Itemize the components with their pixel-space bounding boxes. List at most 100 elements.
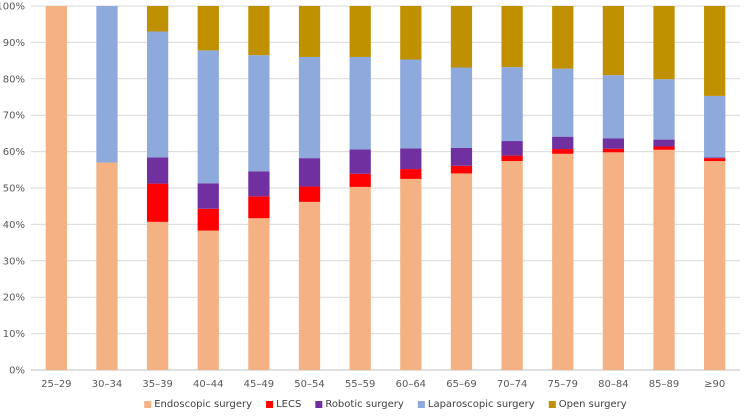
bar-segment — [349, 149, 371, 174]
bar-segment — [248, 171, 270, 197]
bar-segment — [450, 6, 473, 68]
legend-swatch — [144, 401, 152, 408]
bar-segment — [248, 6, 270, 56]
legend-swatch — [417, 401, 425, 408]
bar-segment — [704, 158, 726, 162]
bar-segment — [96, 6, 118, 163]
legend-label: Open surgery — [559, 399, 627, 410]
bar-segment — [552, 136, 574, 150]
bar-segment — [349, 173, 371, 187]
bar-segment — [450, 173, 473, 370]
bars — [45, 6, 726, 370]
x-tick-label: 55–59 — [345, 379, 375, 390]
bar-segment — [552, 153, 574, 370]
bar-segment — [146, 221, 169, 370]
bar-segment — [400, 169, 422, 179]
y-tick-label: 20% — [3, 293, 25, 304]
legend-swatch — [548, 401, 556, 408]
legend-item: Robotic surgery — [315, 399, 404, 410]
bar-segment — [602, 6, 625, 76]
legend-swatch — [315, 401, 323, 408]
x-tick-label: 75–79 — [548, 379, 578, 390]
bar-segment — [146, 183, 169, 222]
legend-label: LECS — [276, 399, 301, 410]
bar-segment — [501, 141, 523, 156]
bar-segment — [298, 6, 321, 57]
bar-segment — [400, 59, 422, 149]
y-tick-label: 100% — [0, 2, 25, 13]
legend-swatch — [266, 401, 274, 408]
x-tick-label: ≥90 — [704, 379, 725, 390]
grid — [31, 5, 740, 371]
bar-segment — [298, 201, 321, 370]
legend-label: Robotic surgery — [325, 399, 404, 410]
bar-segment — [501, 67, 523, 142]
x-tick-label: 30–34 — [92, 379, 122, 390]
bar-segment — [552, 6, 574, 69]
x-tick-label: 35–39 — [142, 379, 172, 390]
bar-segment — [704, 95, 726, 158]
bar-segment — [197, 208, 219, 231]
x-tick-label: 80–84 — [598, 379, 628, 390]
x-tick-label: 85–89 — [649, 379, 679, 390]
legend-label: Laparoscopic surgery — [428, 399, 535, 410]
bar-segment — [501, 161, 523, 370]
bar-segment — [248, 218, 270, 370]
bar-segment — [146, 157, 169, 184]
y-tick-label: 70% — [3, 111, 25, 122]
bar-segment — [552, 149, 574, 154]
x-tick-label: 25–29 — [41, 379, 71, 390]
bar-segment — [349, 56, 371, 150]
y-tick-label: 30% — [3, 256, 25, 267]
bar-segment — [704, 161, 726, 370]
bar-segment — [248, 55, 270, 172]
bar-segment — [298, 158, 321, 187]
bar-segment — [704, 157, 726, 159]
bar-segment — [400, 6, 422, 60]
bar-segment — [602, 75, 625, 139]
x-tick-label: 70–74 — [497, 379, 527, 390]
bar-segment — [501, 6, 523, 68]
bar-segment — [501, 155, 523, 162]
y-tick-label: 50% — [3, 184, 25, 195]
bar-segment — [602, 148, 625, 153]
legend-item: Laparoscopic surgery — [417, 399, 535, 410]
bar-segment — [197, 50, 219, 184]
bar-segment — [653, 139, 675, 147]
y-tick-label: 90% — [3, 38, 25, 49]
bar-segment — [400, 178, 422, 370]
bar-segment — [298, 186, 321, 202]
bar-segment — [450, 67, 473, 148]
bar-segment — [450, 147, 473, 166]
y-tick-label: 80% — [3, 74, 25, 85]
bar-segment — [653, 149, 675, 370]
bar-segment — [602, 152, 625, 370]
bar-segment — [248, 196, 270, 219]
bar-segment — [96, 162, 118, 370]
legend-label: Endoscopic surgery — [154, 399, 252, 410]
bar-segment — [45, 6, 67, 370]
bar-segment — [197, 183, 219, 209]
bar-segment — [450, 165, 473, 174]
bar-segment — [146, 6, 169, 32]
bar-segment — [146, 31, 169, 158]
x-axis-ticks: 25–29 30–34 35–39 40–44 45–49 50–54 55–59 60–64… — [41, 379, 725, 390]
bar-segment — [298, 56, 321, 159]
bar-segment — [349, 186, 371, 370]
legend-item: Endoscopic surgery — [144, 399, 252, 410]
legend-item: Open surgery — [548, 399, 627, 410]
x-tick-label: 60–64 — [396, 379, 426, 390]
y-tick-label: 0% — [9, 366, 25, 377]
legend-item: LECS — [266, 399, 301, 410]
x-tick-label: 40–44 — [193, 379, 223, 390]
x-tick-label: 50–54 — [294, 379, 324, 390]
bar-segment — [602, 138, 625, 149]
bar-segment — [349, 6, 371, 57]
bar-segment — [704, 6, 726, 96]
y-tick-label: 10% — [3, 329, 25, 340]
y-tick-label: 60% — [3, 147, 25, 158]
legend: Endoscopic surgery LECS Robotic surgery Lap… — [144, 399, 627, 410]
bar-segment — [197, 6, 219, 51]
y-tick-label: 40% — [3, 220, 25, 231]
